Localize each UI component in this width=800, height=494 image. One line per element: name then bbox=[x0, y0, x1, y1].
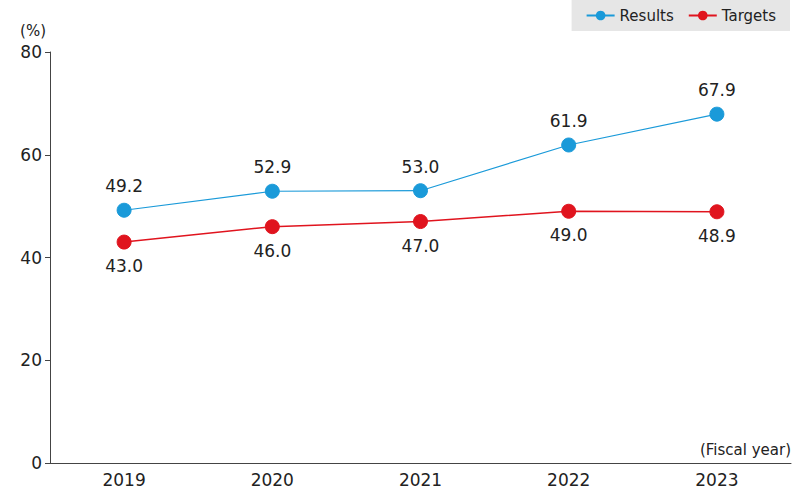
svg-text:49.2: 49.2 bbox=[105, 176, 143, 196]
svg-text:(%): (%) bbox=[20, 22, 46, 40]
svg-text:2019: 2019 bbox=[102, 470, 145, 490]
svg-text:43.0: 43.0 bbox=[105, 256, 143, 276]
svg-text:2020: 2020 bbox=[251, 470, 294, 490]
svg-text:48.9: 48.9 bbox=[698, 226, 736, 246]
svg-text:53.0: 53.0 bbox=[402, 157, 440, 177]
svg-text:(Fiscal year): (Fiscal year) bbox=[700, 441, 791, 459]
svg-text:52.9: 52.9 bbox=[253, 157, 291, 177]
svg-text:Results: Results bbox=[620, 7, 674, 25]
svg-text:Targets: Targets bbox=[721, 7, 776, 25]
svg-text:47.0: 47.0 bbox=[402, 236, 440, 256]
svg-text:40: 40 bbox=[20, 248, 42, 268]
svg-text:60: 60 bbox=[20, 145, 42, 165]
svg-text:49.0: 49.0 bbox=[550, 225, 588, 245]
svg-text:67.9: 67.9 bbox=[698, 80, 736, 100]
svg-text:46.0: 46.0 bbox=[253, 241, 291, 261]
svg-text:2022: 2022 bbox=[547, 470, 590, 490]
svg-text:2023: 2023 bbox=[695, 470, 738, 490]
svg-text:2021: 2021 bbox=[399, 470, 442, 490]
svg-text:80: 80 bbox=[20, 42, 42, 62]
svg-text:61.9: 61.9 bbox=[550, 111, 588, 131]
svg-text:20: 20 bbox=[20, 350, 42, 370]
svg-text:0: 0 bbox=[31, 453, 42, 473]
